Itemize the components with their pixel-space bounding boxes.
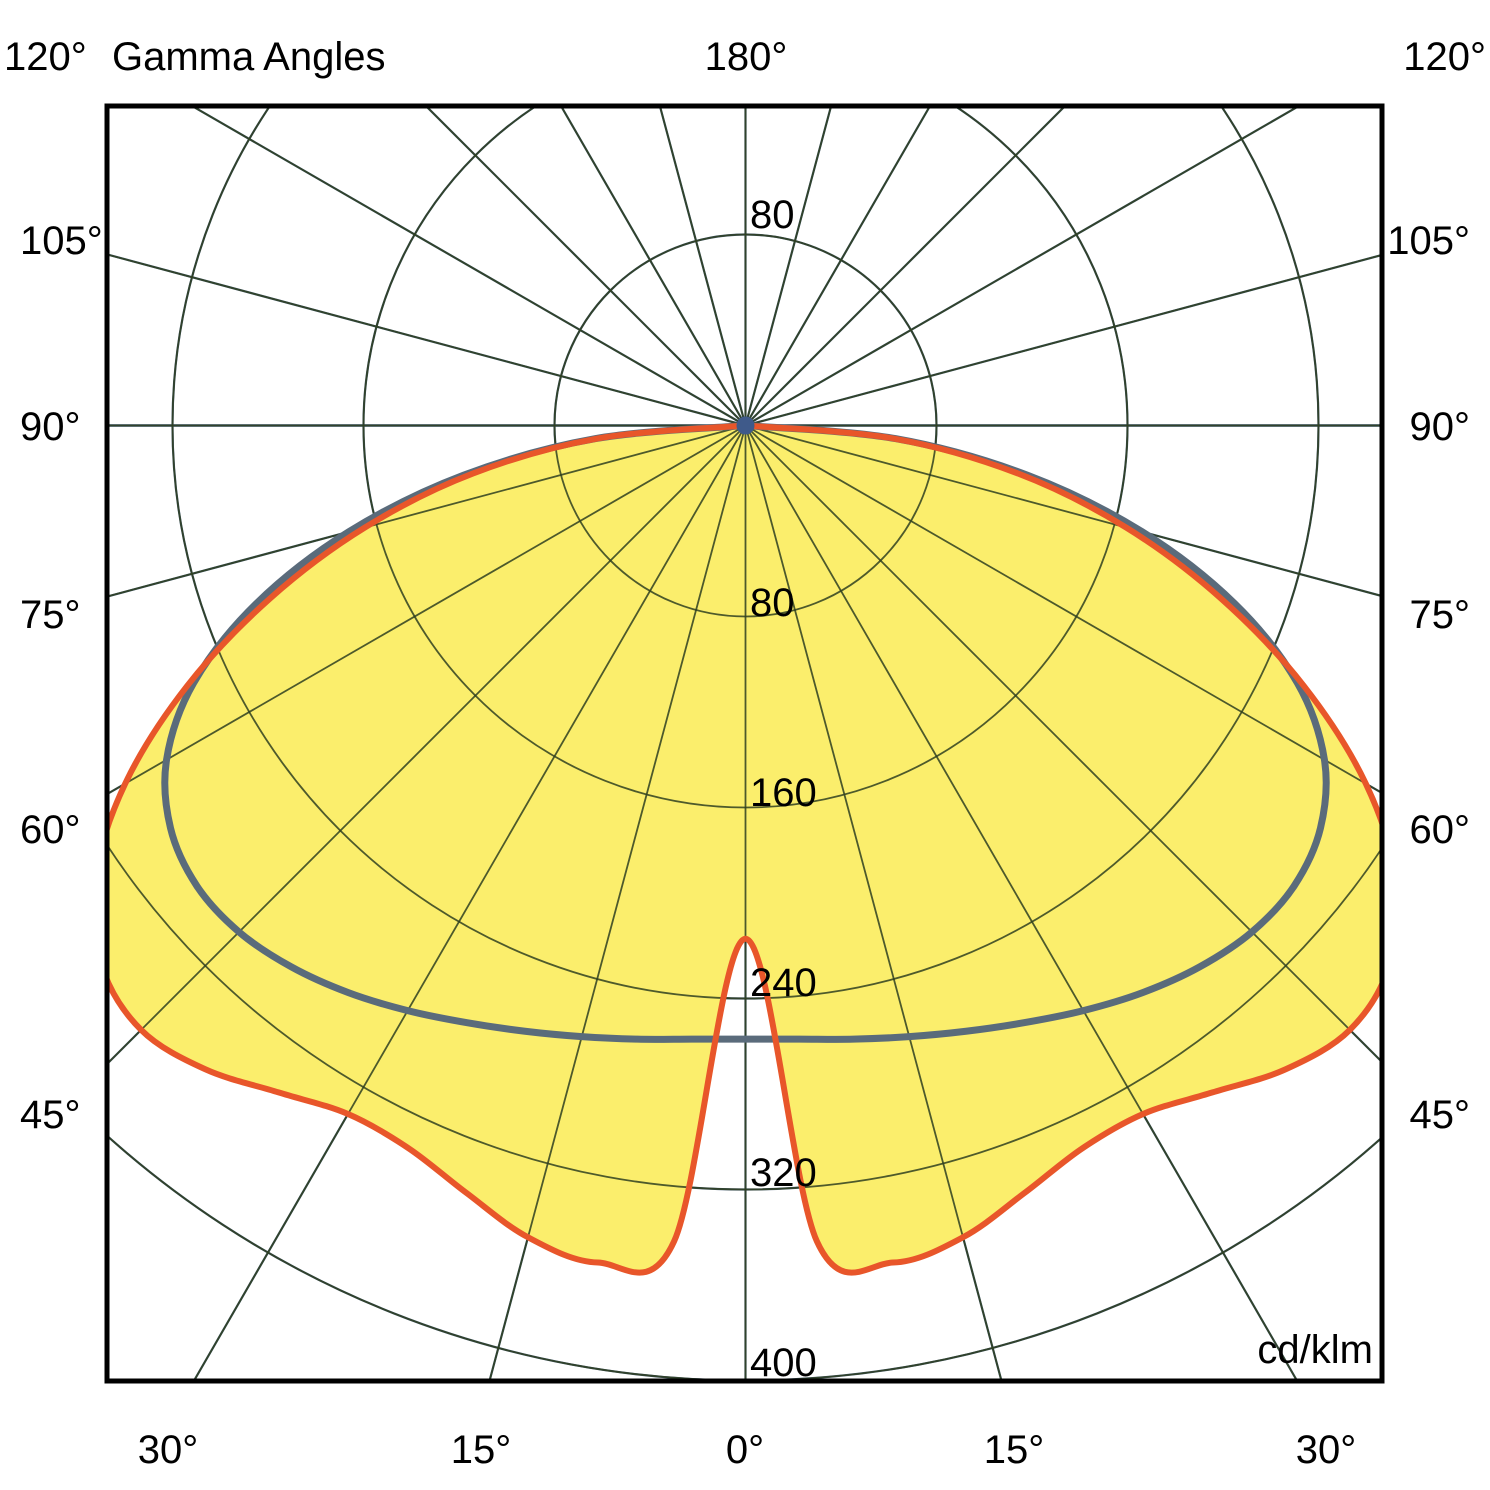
- grid-ray-over-300: [107, 424, 746, 796]
- ring-label-400: 400: [750, 1341, 817, 1385]
- ring-label-80-upper: 80: [750, 193, 795, 237]
- ring-labels: 80 80 160 240 320 400: [750, 193, 817, 1385]
- right-axis-label-105: 105°: [1387, 219, 1470, 263]
- grid-ray-over-105: [745, 254, 1382, 427]
- plot-frame: [104, 103, 1385, 1384]
- grid-ray-over-345: [488, 425, 747, 1381]
- grid-ray-over-150: [744, 106, 932, 426]
- bottom-axis-label-15-right: 15°: [984, 1428, 1045, 1472]
- right-axis-label-120: 120°: [1403, 35, 1486, 79]
- left-axis-label-45: 45°: [20, 1093, 81, 1137]
- chart-title: Gamma Angles: [112, 35, 385, 79]
- polar-origin-marker: [736, 416, 755, 435]
- unit-label: cd/klm: [1257, 1328, 1373, 1372]
- grid-ray-over-195: [658, 106, 747, 426]
- top-axis-label-180: 180°: [705, 35, 788, 79]
- grid-ray-over-60: [745, 424, 1382, 795]
- grid-ray-over-75: [745, 424, 1382, 597]
- grid-ray-over-240: [190, 106, 746, 427]
- bottom-axis-label-30-right: 30°: [1296, 1428, 1357, 1472]
- left-axis-label-60: 60°: [20, 808, 81, 852]
- ring-label-80: 80: [750, 581, 795, 625]
- series-line-0: [107, 422, 1382, 1276]
- grid-ray-over-165: [744, 106, 833, 426]
- right-axis-label-60: 60°: [1410, 808, 1471, 852]
- right-axis-label-75: 75°: [1410, 593, 1471, 637]
- grid-ray-over-315: [107, 424, 747, 1066]
- grid-ray-over-285: [107, 424, 746, 598]
- left-axis-label-120: 120°: [4, 35, 87, 79]
- grid-ray-over-255: [107, 253, 746, 427]
- grid-ray-over-45: [744, 424, 1382, 1064]
- series-lines: [107, 416, 1382, 1276]
- grid-ray-over-120: [745, 106, 1301, 427]
- ring-label-320: 320: [750, 1151, 817, 1195]
- ring-label-240: 240: [750, 961, 817, 1005]
- bottom-axis-labels: 30° 15° 0° 15° 30°: [138, 1428, 1357, 1472]
- left-axis-label-90: 90°: [20, 405, 81, 449]
- grid-ray-over-135: [744, 106, 1067, 427]
- right-axis-label-90: 90°: [1410, 405, 1471, 449]
- grid-ray-over-30: [744, 425, 1299, 1381]
- bottom-axis-label-30-left: 30°: [138, 1428, 199, 1472]
- ring-label-160: 160: [750, 771, 817, 815]
- left-axis-labels: 120° 105° 90° 75° 60° 45°: [4, 35, 103, 1137]
- grid-ray-over-330: [192, 425, 747, 1381]
- left-axis-label-75: 75°: [20, 593, 81, 637]
- right-axis-labels: 120° 105° 90° 75° 60° 45°: [1387, 35, 1486, 1137]
- bottom-axis-label-0: 0°: [726, 1428, 764, 1472]
- grid-ray-over-15: [744, 425, 1003, 1381]
- grid-ray-over-225: [424, 106, 747, 427]
- grid-ray-over-210: [559, 106, 747, 426]
- bottom-axis-label-15-left: 15°: [451, 1428, 512, 1472]
- left-axis-label-105: 105°: [20, 219, 103, 263]
- right-axis-label-45: 45°: [1410, 1093, 1471, 1137]
